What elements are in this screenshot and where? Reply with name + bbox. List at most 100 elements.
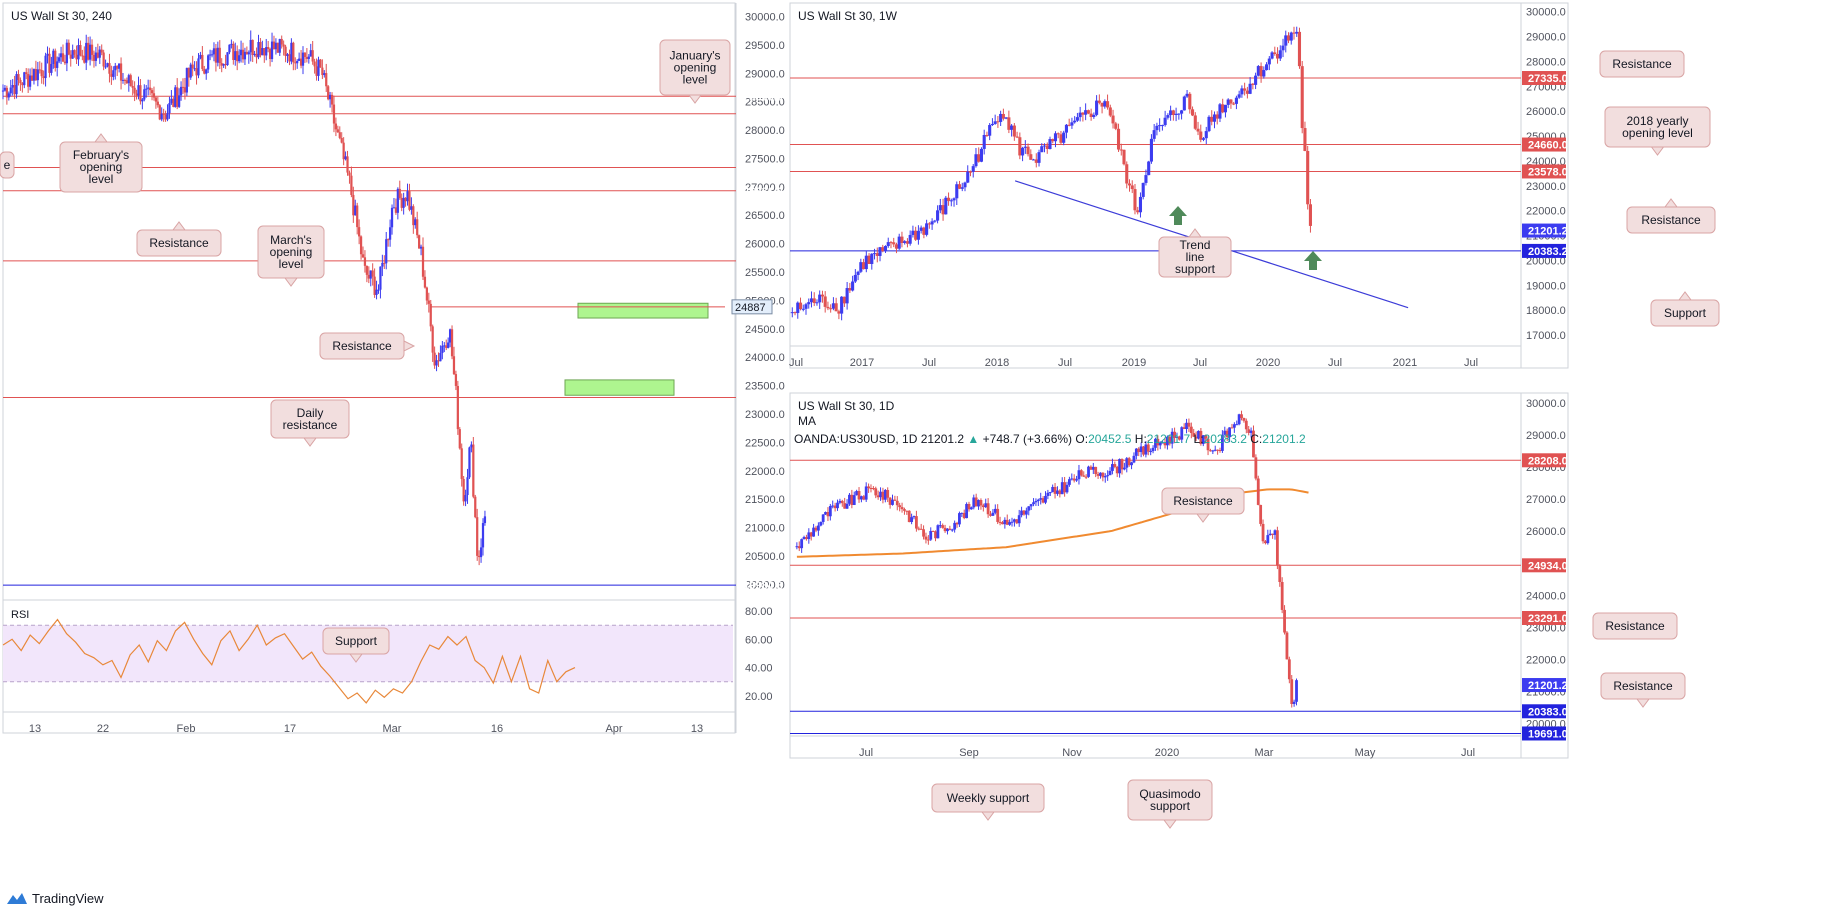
candle-body <box>133 87 136 94</box>
candle-body <box>834 303 838 312</box>
candle-body <box>979 500 983 506</box>
price-label-box <box>1522 164 1566 179</box>
candle-body <box>267 47 270 49</box>
candle-body <box>447 342 450 348</box>
candle-body <box>1175 436 1179 438</box>
candle-body <box>812 527 816 537</box>
callout-pointer <box>284 277 298 287</box>
candle-body <box>400 197 403 208</box>
candle-body <box>189 64 192 78</box>
candle-body <box>947 197 951 201</box>
candle-body <box>367 274 370 279</box>
candle-body <box>859 262 863 272</box>
candle-body <box>162 113 165 115</box>
callout: January's opening level <box>659 39 731 104</box>
time-tick-label: May <box>1355 747 1376 759</box>
candle-body <box>1292 32 1296 34</box>
candle-body <box>183 87 187 93</box>
candle-body <box>897 236 901 249</box>
panel-frame <box>789 2 1569 369</box>
candle-body <box>1280 582 1284 610</box>
price-level-label: 26931.0 <box>743 186 783 198</box>
time-tick-label: 16 <box>491 723 503 735</box>
candle-body <box>94 52 98 61</box>
time-tick-label: 2021 <box>1393 357 1417 369</box>
candle-body <box>1027 506 1031 511</box>
candle-body <box>154 97 158 102</box>
time-tick-label: Jul <box>1058 357 1072 369</box>
candle-body <box>1254 457 1258 479</box>
candle-body <box>931 530 935 532</box>
candle-body <box>926 539 930 541</box>
candle-body <box>1020 510 1023 516</box>
candle-body <box>981 505 985 508</box>
candle-body <box>840 296 844 314</box>
panel-frame <box>789 392 1569 759</box>
callout: March's opening level <box>257 225 325 287</box>
callout: Resistance <box>319 332 416 360</box>
quote-symbol: OANDA:US30USD, 1D <box>794 432 918 446</box>
candle-body <box>1234 97 1238 104</box>
candle-body <box>356 205 359 228</box>
candle-body <box>1097 100 1101 103</box>
candle-body <box>944 197 948 215</box>
tradingview-logo[interactable]: TradingView <box>6 890 104 906</box>
candle-body <box>988 125 992 136</box>
candle-body <box>226 52 229 66</box>
candle-body <box>61 53 65 62</box>
candle-body <box>1084 476 1088 478</box>
candle-body <box>452 356 456 375</box>
candle-body <box>245 51 248 55</box>
candle-body <box>116 65 119 69</box>
time-tick-label: Jul <box>1461 747 1475 759</box>
candle-body <box>317 59 320 76</box>
candle-body <box>1026 146 1030 155</box>
candle-body <box>1308 204 1312 226</box>
candle-body <box>412 206 415 226</box>
candle-body <box>468 447 471 478</box>
candle-body <box>1125 458 1129 468</box>
candle-body <box>1070 478 1074 480</box>
quote-o: 20452.5 <box>1088 432 1132 446</box>
callout-pointer <box>688 94 702 104</box>
callout-text: Resistance <box>1613 679 1673 693</box>
candle-body <box>44 55 47 79</box>
candle-body <box>30 75 34 81</box>
candle-body <box>1056 133 1060 135</box>
candle-body <box>979 148 984 162</box>
candle-body <box>1012 125 1016 137</box>
candle-body <box>893 499 897 501</box>
candle-body <box>214 48 218 63</box>
price-label-box <box>1522 71 1566 86</box>
candle-body <box>77 45 80 60</box>
candle-body <box>1042 145 1047 147</box>
callout: February's opening level <box>59 133 143 193</box>
time-tick-label: Jul <box>1328 357 1342 369</box>
candle-body <box>1044 495 1047 503</box>
callout: Support <box>1650 291 1720 327</box>
candle-body <box>479 547 483 558</box>
candle-body <box>1262 70 1266 77</box>
candle-body <box>1056 490 1059 494</box>
candle-body <box>100 49 103 53</box>
candle-body <box>152 93 156 98</box>
candle-body <box>862 496 866 500</box>
time-tick-label: 2020 <box>1256 357 1280 369</box>
candle-body <box>483 516 487 524</box>
candle-body <box>172 98 175 107</box>
price-tick-label: 24000.0 <box>745 352 785 364</box>
price-tick-label: 23500.0 <box>745 381 785 393</box>
candle-body <box>160 113 163 120</box>
candle-body <box>263 48 266 56</box>
candle-body <box>949 200 953 202</box>
candle-body <box>319 59 322 68</box>
candle-body <box>1168 436 1172 444</box>
candle-body <box>1089 113 1093 117</box>
candle-body <box>1292 701 1296 704</box>
candle-body <box>1244 420 1248 430</box>
candle-body <box>52 50 55 65</box>
candle-body <box>358 227 361 237</box>
candle-body <box>1158 442 1162 446</box>
candle-body <box>1147 161 1151 176</box>
candle-body <box>1160 125 1164 127</box>
